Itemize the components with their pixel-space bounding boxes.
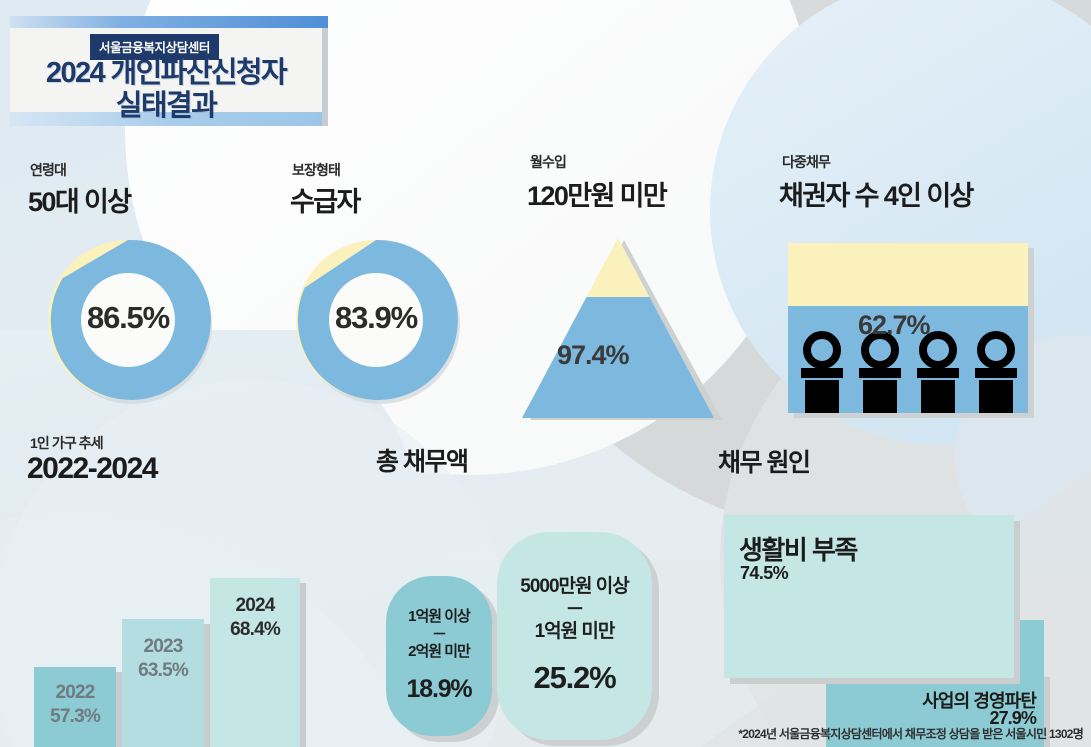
header-shadow — [322, 22, 328, 126]
footnote: *2024년 서울금융복지상담센터에서 채무조정 상담을 받은 서울시민 130… — [738, 727, 1083, 741]
age-donut-value: 86.5% — [87, 300, 170, 335]
pill-2-caption: 5000만원 이상 － 1억원 미만 — [520, 576, 629, 643]
income-kicker: 월수입 — [530, 154, 567, 170]
creditors-kicker: 다중채무 — [782, 154, 831, 170]
benefit-kicker: 보장형태 — [292, 162, 341, 178]
debt-cause-title: 채무 원인 — [718, 449, 811, 477]
cause-primary-value: 74.5% — [740, 563, 789, 583]
bar-2022-label: 2022 57.3% — [50, 682, 101, 728]
pill-2-value: 25.2% — [533, 659, 617, 695]
debt-total-chart: 1억원 이상 － 2억원 미만 18.9% 5000만원 이상 － 1억원 미만… — [376, 520, 676, 747]
trend-headline: 2022-2024 — [27, 452, 158, 485]
benefit-donut-value: 83.9% — [335, 300, 418, 335]
debt-total-title: 총 채무액 — [376, 448, 469, 476]
bar-2024-label: 2024 68.4% — [230, 595, 281, 641]
debt-cause-chart: 생활비 부족 74.5% 사업의 경영파탄 27.9% — [700, 500, 1091, 747]
creditors-value: 62.7% — [858, 310, 931, 340]
age-kicker: 연령대 — [30, 162, 67, 178]
bar-2022: 2022 57.3% — [34, 667, 116, 747]
creditors-bar-chart: 62.7% — [785, 240, 1040, 418]
organization-badge: 서울금융복지상담센터 — [90, 34, 220, 60]
benefit-donut-chart: 83.9% — [288, 232, 464, 408]
income-value: 97.4% — [557, 340, 630, 370]
header-top-bar — [10, 16, 328, 28]
age-donut-chart: 86.5% — [40, 232, 216, 408]
page-title-line1: 2024 개인파산신청자 — [45, 57, 288, 89]
bar-2023: 2023 63.5% — [122, 619, 204, 747]
trend-kicker: 1인 가구 추세 — [30, 435, 104, 451]
benefit-headline: 수급자 — [290, 187, 361, 217]
page-title-line2: 실태결과 — [115, 90, 218, 122]
cause-secondary-label: 사업의 경영파탄 — [922, 691, 1037, 711]
cause-secondary-value: 27.9% — [989, 708, 1036, 728]
bar-2024: 2024 68.4% — [210, 578, 300, 747]
pill-1-caption: 1억원 이상 － 2억원 미만 — [408, 607, 471, 661]
pill-1-value: 18.9% — [406, 675, 473, 704]
income-triangle-chart: 97.4% — [508, 232, 728, 422]
bar-2023-label: 2023 63.5% — [138, 636, 189, 682]
age-headline: 50대 이상 — [28, 187, 132, 217]
income-headline: 120만원 미만 — [527, 181, 668, 211]
trend-bar-chart: 2022 57.3% 2023 63.5% 2024 68.4% — [0, 500, 340, 747]
cause-primary-box — [724, 515, 1014, 678]
creditors-headline: 채권자 수 4인 이상 — [779, 181, 974, 211]
person-icon-group — [801, 331, 1017, 413]
cause-primary-label: 생활비 부족 — [739, 535, 858, 565]
pill-2: 5000만원 이상 － 1억원 미만 25.2% — [497, 532, 652, 740]
header-block: 서울금융복지상담센터 2024 개인파산신청자 실태결과 — [10, 8, 328, 130]
pill-1: 1억원 이상 － 2억원 미만 18.9% — [386, 576, 492, 736]
header-bottom-bar — [10, 112, 322, 126]
